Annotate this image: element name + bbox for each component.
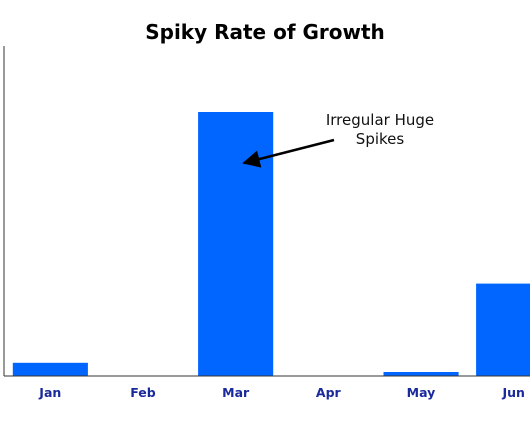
bar-jan xyxy=(12,362,88,376)
x-tick-label-mar: Mar xyxy=(222,385,250,400)
annotation-arrow xyxy=(242,138,335,168)
bar-jun xyxy=(476,283,530,376)
chart-title: Spiky Rate of Growth xyxy=(145,20,385,44)
x-tick-labels: Jan Feb Mar Apr May Jun xyxy=(38,385,525,400)
bar-may xyxy=(383,372,459,376)
annotation-line-1: Irregular Huge xyxy=(326,111,434,129)
x-tick-label-jan: Jan xyxy=(38,385,61,400)
x-tick-label-jun: Jun xyxy=(501,385,524,400)
annotation-line-2: Spikes xyxy=(356,130,405,148)
x-tick-label-feb: Feb xyxy=(130,385,156,400)
x-tick-label-may: May xyxy=(407,385,436,400)
bars-group xyxy=(12,112,530,376)
x-tick-label-apr: Apr xyxy=(316,385,342,400)
bar-mar xyxy=(198,112,274,376)
